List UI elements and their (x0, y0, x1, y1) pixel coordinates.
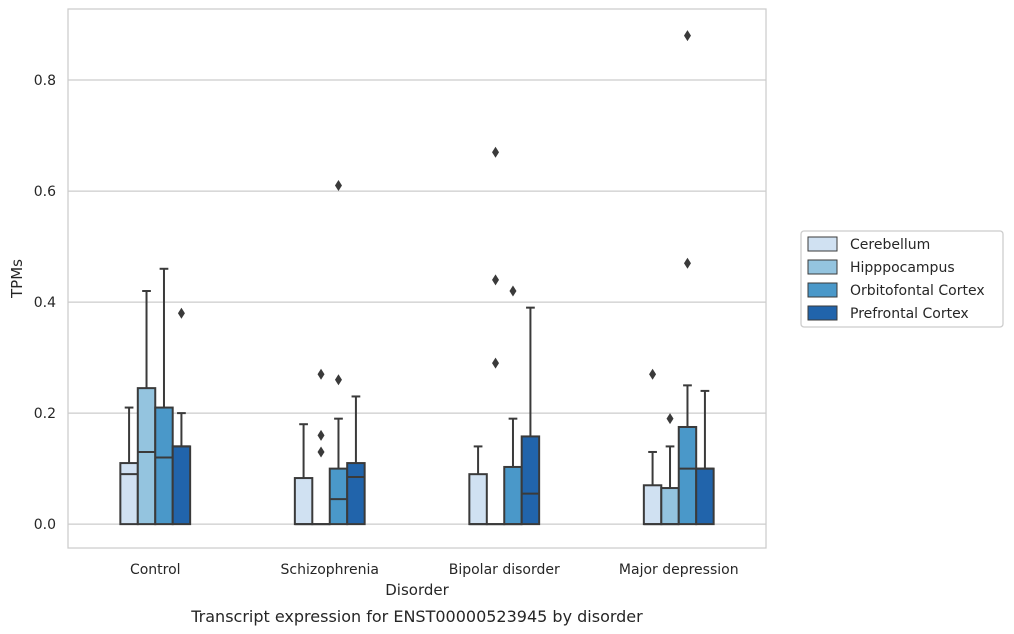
y-tick-label: 0.2 (34, 406, 56, 422)
y-axis-label: TPMs (8, 259, 26, 299)
box-body (520, 435, 541, 526)
x-tick-label: Schizophrenia (281, 562, 379, 578)
box-body (328, 467, 349, 526)
box-body (695, 467, 715, 526)
box-body (119, 462, 139, 526)
box-2-3 (520, 306, 541, 526)
box-body (293, 477, 314, 526)
box-2-1 (485, 146, 506, 526)
chart-caption: Transcript expression for ENST0000052394… (190, 607, 643, 626)
legend-swatch (807, 305, 838, 321)
box-body (503, 465, 523, 526)
box-2-0 (468, 445, 488, 526)
outlier-point (334, 180, 342, 192)
box-body (660, 487, 680, 526)
outlier-point (317, 368, 325, 380)
outlier-point (317, 446, 325, 458)
outlier-point (492, 357, 500, 369)
box-3-1 (660, 413, 680, 526)
x-axis-ticks: Control Schizophrenia Bipolar disorder Majo… (130, 562, 739, 578)
outlier-point (492, 146, 500, 158)
box-2-2 (503, 285, 523, 526)
outlier-point (492, 274, 500, 286)
legend-label: Hipppocampus (850, 260, 955, 276)
outlier-point (177, 307, 185, 319)
box-body (171, 445, 192, 526)
outlier-point (649, 368, 657, 380)
legend-swatch (807, 259, 838, 275)
box-0-2 (154, 267, 174, 526)
box-body (468, 473, 488, 526)
box-3-0 (642, 368, 663, 526)
outlier-point (666, 413, 674, 425)
box-1-2 (328, 180, 349, 526)
box-0-1 (136, 289, 157, 526)
box-1-1 (311, 368, 331, 526)
x-tick-label: Bipolar disorder (449, 562, 560, 578)
box-body (642, 484, 663, 526)
outlier-point (683, 30, 691, 42)
x-tick-label: Control (130, 562, 181, 578)
box-1-0 (293, 423, 314, 526)
box-3-2 (677, 30, 698, 526)
x-tick-label: Major depression (619, 562, 739, 578)
outlier-point (509, 285, 517, 297)
legend-frame (800, 230, 1004, 328)
y-tick-label: 0.4 (34, 295, 56, 311)
legend-label: Prefrontal Cortex (850, 306, 969, 322)
y-tick-label: 0.8 (34, 73, 56, 89)
y-tick-label: 0.6 (34, 184, 56, 200)
box-body (677, 425, 698, 526)
box-1-3 (346, 395, 366, 526)
outlier-point (317, 429, 325, 441)
box-body (136, 387, 157, 526)
box-body (154, 406, 174, 526)
legend-label: Orbitofontal Cortex (850, 283, 985, 299)
legend: Cerebellum Hipppocampus Orbitofontal Corte… (800, 230, 1004, 328)
outlier-point (334, 374, 342, 386)
outlier-point (683, 257, 691, 269)
plot-frame (67, 8, 767, 549)
y-tick-label: 0.0 (34, 517, 56, 533)
legend-label: Cerebellum (850, 237, 930, 253)
legend-swatch (807, 236, 838, 252)
box-0-0 (119, 406, 139, 526)
legend-swatch (807, 282, 838, 298)
box-body (346, 462, 366, 526)
y-axis-ticks: 0.0 0.2 0.4 0.6 0.8 (34, 73, 56, 533)
x-axis-label: Disorder (385, 581, 449, 599)
box-3-3 (695, 389, 715, 526)
boxes (119, 30, 715, 526)
box-0-3 (171, 307, 192, 526)
